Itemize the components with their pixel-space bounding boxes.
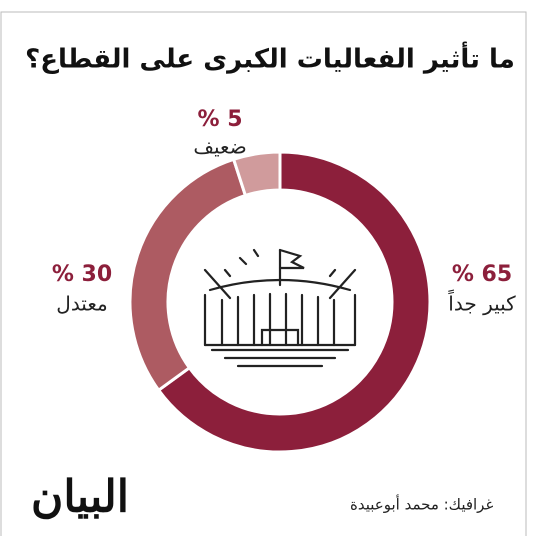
value-label: 5 % bbox=[197, 107, 242, 132]
frame bbox=[0, 11, 527, 536]
category-label: ضعيف bbox=[193, 135, 246, 159]
donut-segment bbox=[156, 150, 432, 454]
stadium-icon bbox=[203, 248, 357, 368]
value-label: 65 % bbox=[452, 262, 512, 287]
chart-title: ما تأثير الفعاليات الكبرى على القطاع؟ bbox=[25, 42, 515, 75]
category-label: كبير جداً bbox=[448, 289, 516, 315]
logo: البيان bbox=[31, 472, 129, 523]
credit: غرافيك: محمد أبوعبيدة bbox=[350, 495, 493, 514]
value-label: 30 % bbox=[52, 262, 112, 287]
category-label: معتدل bbox=[56, 292, 107, 316]
donut-segment bbox=[231, 150, 282, 198]
